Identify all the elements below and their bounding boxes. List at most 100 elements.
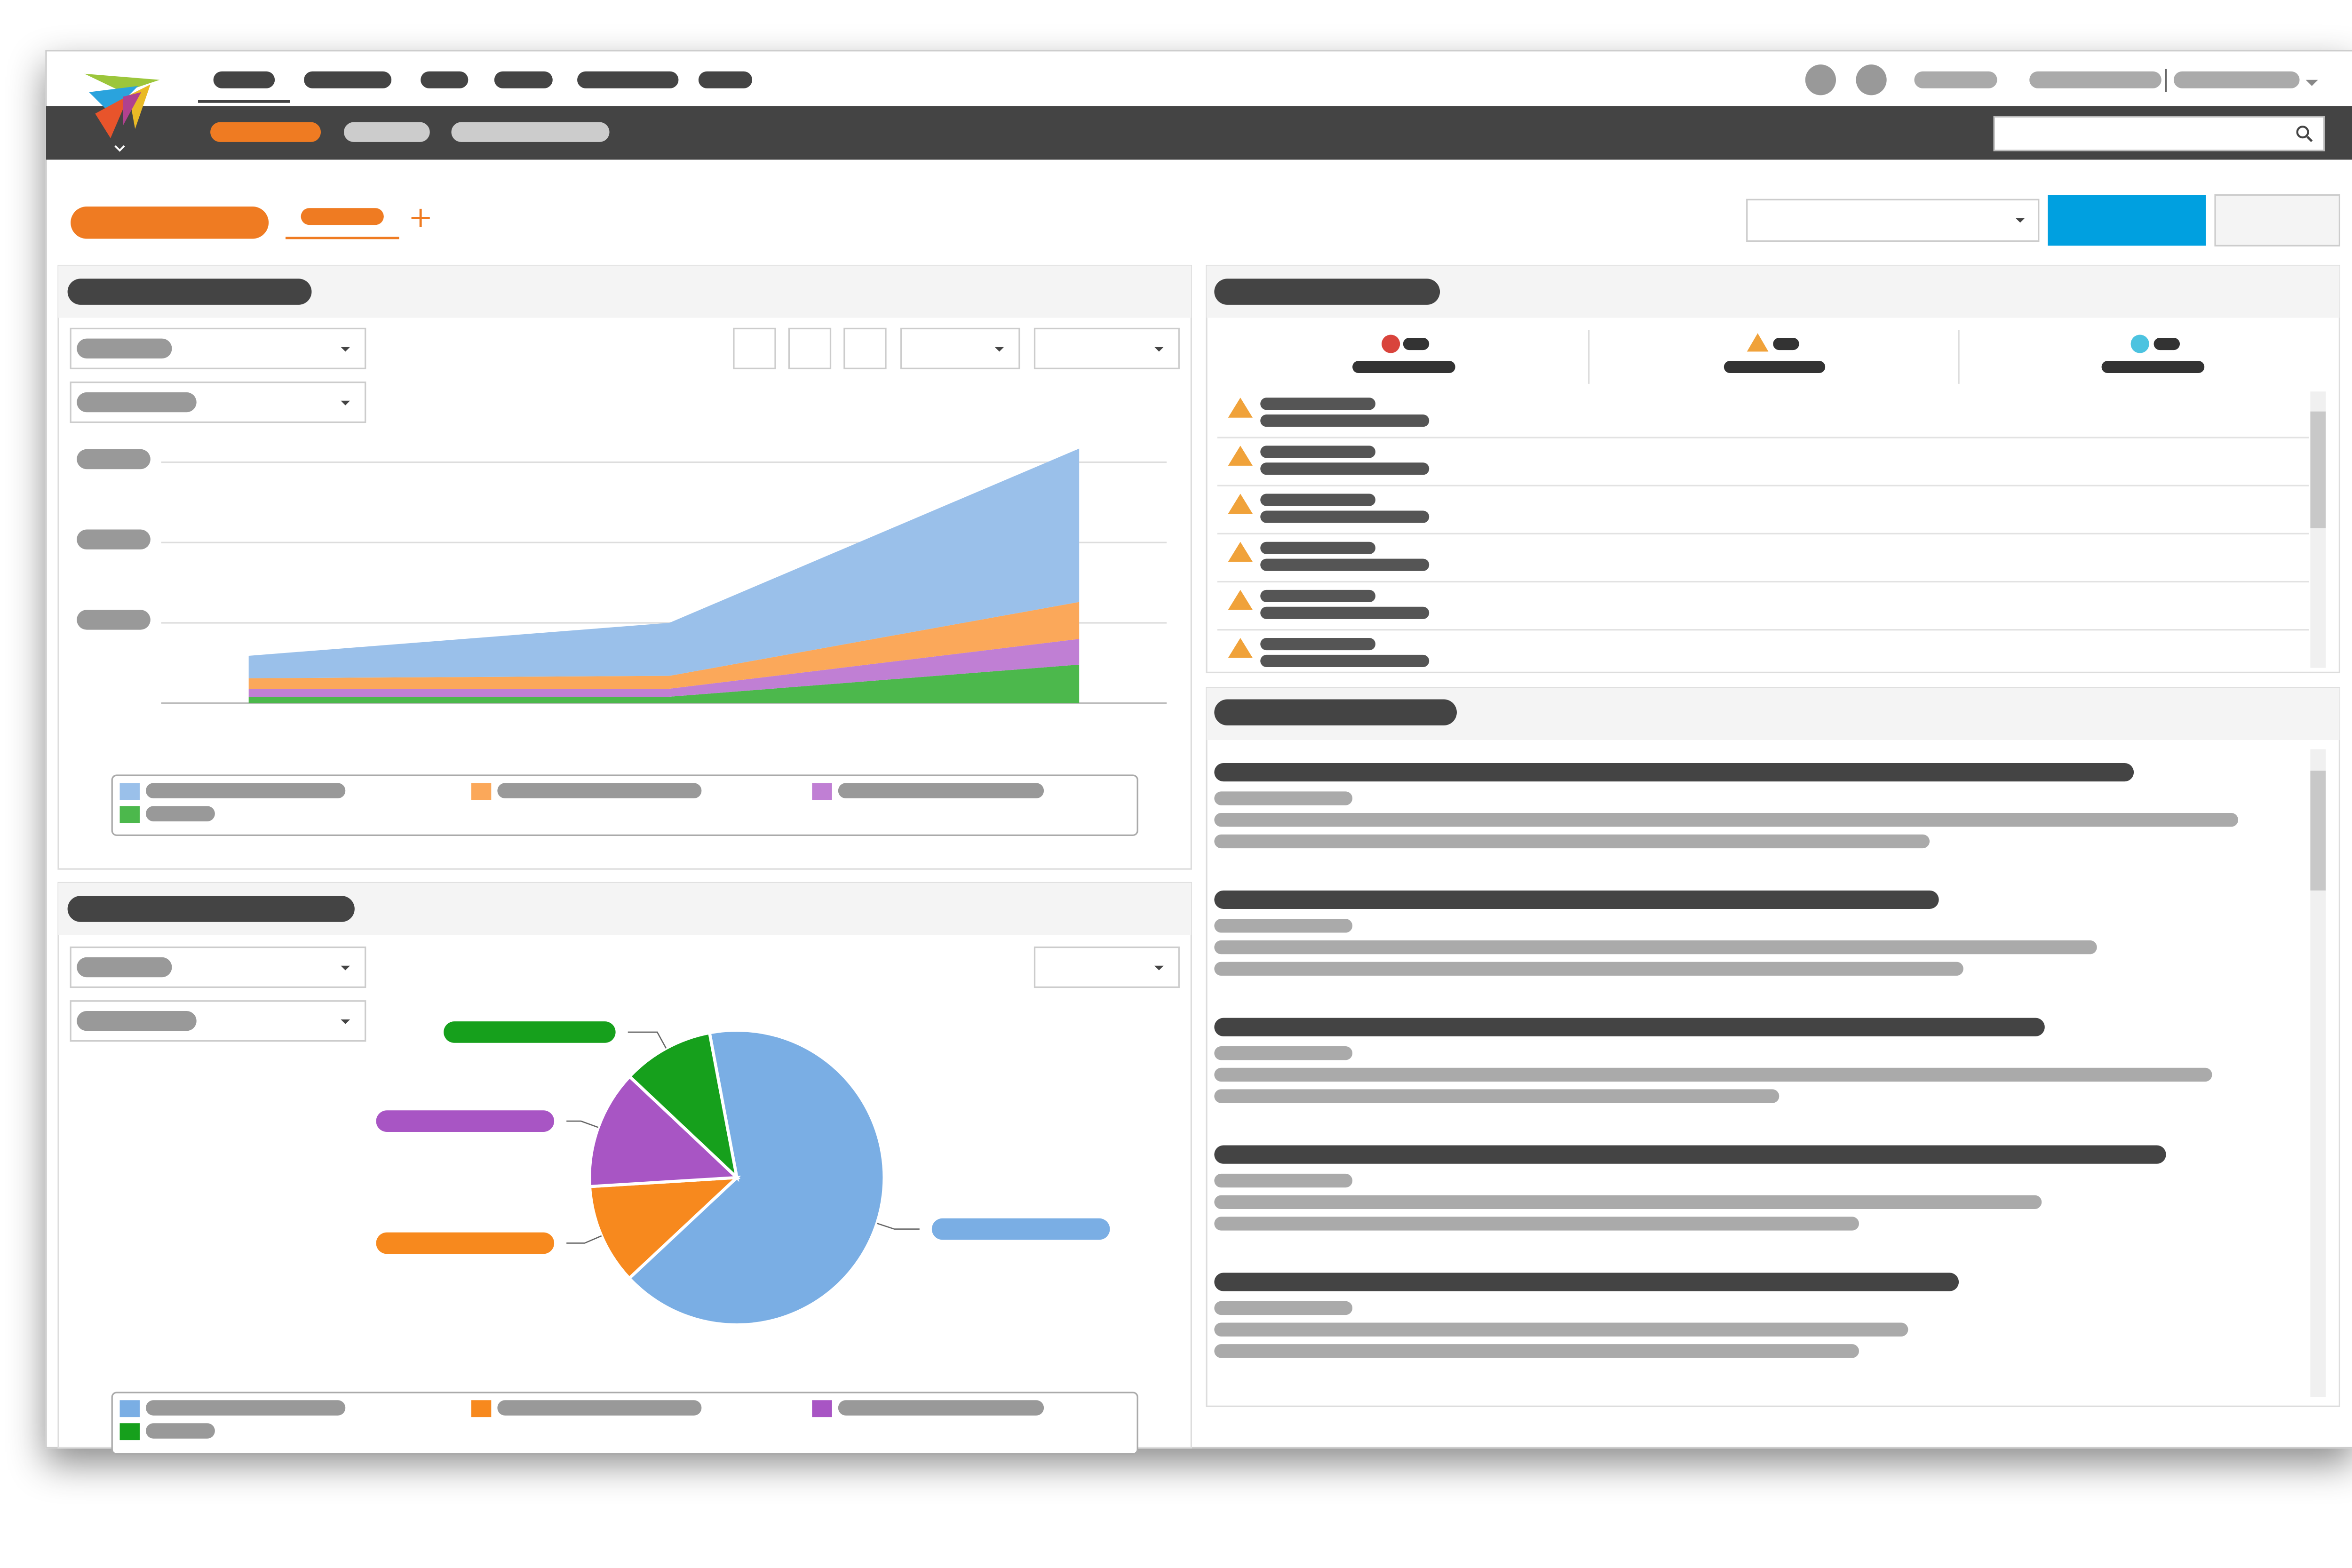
- placeholder-text: [1214, 1217, 1859, 1231]
- legend-swatch: [471, 783, 492, 800]
- headline: [1214, 1145, 2166, 1164]
- nav-item: [421, 71, 469, 88]
- dropdown-arrow: [341, 1019, 350, 1024]
- control[interactable]: [70, 327, 366, 369]
- sub-nav-item: [451, 122, 610, 142]
- placeholder-text: [1260, 414, 1430, 427]
- placeholder-text: [1914, 71, 1997, 88]
- placeholder-text: [2173, 71, 2300, 88]
- scrollbar-thumb[interactable]: [2310, 411, 2326, 528]
- area: [248, 448, 1080, 678]
- tab: [71, 206, 269, 239]
- legend-label: [146, 806, 215, 821]
- nav-item: [577, 71, 679, 88]
- warning-icon: [1228, 398, 1253, 418]
- legend-label: [146, 1423, 215, 1439]
- control[interactable]: [1033, 327, 1180, 369]
- area: [248, 664, 1080, 703]
- control[interactable]: [788, 327, 832, 369]
- warning-icon: [1228, 493, 1253, 514]
- placeholder-text: [1260, 510, 1430, 523]
- legend-label: [497, 1400, 702, 1416]
- search-icon[interactable]: [2296, 126, 2309, 139]
- placeholder-text: [1773, 337, 1799, 350]
- search-box[interactable]: [1993, 116, 2325, 151]
- y-tick-label: [77, 449, 151, 470]
- control[interactable]: [70, 382, 366, 423]
- placeholder-text: [77, 1011, 197, 1031]
- secondary-button[interactable]: [2214, 194, 2341, 247]
- placeholder-text: [1260, 446, 1375, 458]
- panel-title: [1214, 699, 1457, 726]
- placeholder-text: [1214, 1046, 1353, 1060]
- active-tab-underline: [198, 100, 290, 103]
- warning-icon: [1228, 446, 1253, 466]
- placeholder-text: [1214, 1344, 1859, 1358]
- placeholder-text: [1260, 541, 1375, 554]
- placeholder-text: [1260, 637, 1375, 651]
- add-tab[interactable]: [411, 208, 430, 228]
- pie-slice: [588, 1176, 741, 1281]
- nav-item: [698, 71, 753, 88]
- panel-title: [1214, 279, 1440, 305]
- dropdown-arrow: [341, 347, 350, 352]
- placeholder-text: [1260, 589, 1375, 602]
- warning-icon: [1228, 589, 1253, 610]
- headline: [1214, 1018, 2045, 1036]
- y-tick-label: [77, 610, 151, 630]
- dropdown-arrow: [2015, 218, 2025, 223]
- headline: [1214, 763, 2134, 782]
- pie-slice: [627, 1028, 886, 1327]
- placeholder-text: [1214, 962, 1963, 976]
- panel: [1206, 687, 2341, 1407]
- headline: [1214, 1273, 1959, 1291]
- icon-button[interactable]: [1856, 64, 1887, 96]
- placeholder-text: [1214, 834, 1930, 849]
- warning-icon: [1747, 333, 1769, 352]
- area: [248, 639, 1080, 697]
- scrollbar-thumb[interactable]: [2310, 771, 2326, 891]
- placeholder-text: [1214, 791, 1353, 805]
- placeholder-text: [1214, 919, 1353, 933]
- control[interactable]: [843, 327, 887, 369]
- placeholder-text: [1260, 558, 1430, 571]
- logo: [84, 73, 160, 152]
- legend-swatch: [812, 783, 832, 800]
- placeholder-text: [2101, 360, 2205, 374]
- sub-nav-item: [344, 122, 430, 142]
- placeholder-text: [1214, 1195, 2042, 1209]
- select[interactable]: [1746, 199, 2040, 242]
- legend-swatch: [812, 1400, 832, 1417]
- legend-swatch: [119, 806, 140, 823]
- legend-label: [838, 783, 1044, 799]
- placeholder-text: [1214, 1089, 1780, 1103]
- placeholder-text: [1214, 1301, 1353, 1315]
- placeholder-text: [2153, 337, 2180, 350]
- nav-item: [494, 71, 553, 88]
- slice-label: [376, 1232, 555, 1254]
- nav-bar: [46, 106, 2352, 160]
- leader-line: [876, 1223, 920, 1230]
- warning-icon: [1228, 541, 1253, 562]
- control[interactable]: [1033, 946, 1180, 988]
- placeholder-text: [77, 957, 172, 978]
- status-dot: [2130, 334, 2149, 353]
- nav-item: [304, 71, 392, 88]
- legend-swatch: [119, 1400, 140, 1417]
- placeholder-text: [1724, 360, 1826, 374]
- area: [248, 602, 1080, 689]
- control[interactable]: [733, 327, 776, 369]
- legend-swatch: [119, 783, 140, 800]
- icon-button[interactable]: [1805, 64, 1836, 96]
- status-dot: [1382, 334, 1400, 353]
- tab: [301, 208, 384, 225]
- placeholder-text: [1260, 462, 1430, 475]
- placeholder-text: [1214, 1322, 1908, 1337]
- panel-title: [67, 896, 355, 922]
- primary-button[interactable]: [2048, 195, 2206, 246]
- placeholder-text: [77, 338, 172, 359]
- dropdown-arrow[interactable]: [2305, 80, 2318, 86]
- placeholder-text: [77, 392, 197, 413]
- y-tick-label: [77, 529, 151, 549]
